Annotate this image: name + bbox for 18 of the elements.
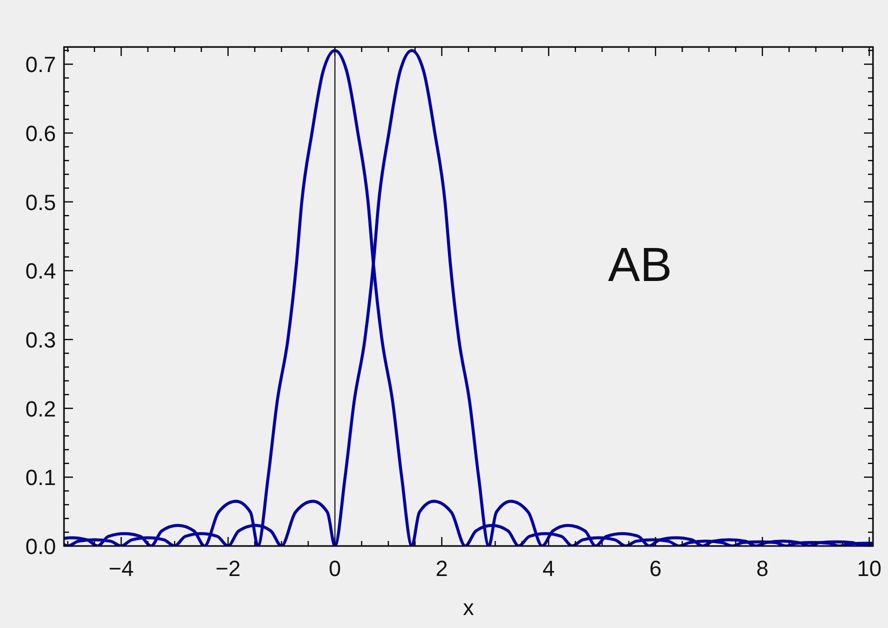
x-tick-label: 6: [649, 556, 662, 581]
y-tick-label: 0.5: [25, 190, 56, 215]
y-tick-label: 0.6: [25, 121, 56, 146]
x-tick-label: 2: [436, 556, 448, 581]
y-tick-label: 0.2: [25, 396, 56, 422]
annotation: AB: [608, 239, 672, 292]
x-tick-label: 8: [756, 556, 769, 581]
y-tick-label: 0.3: [25, 328, 56, 353]
y-tick-label: 0.0: [25, 534, 56, 559]
y-tick-label: 0.4: [25, 258, 56, 284]
x-axis-title: x: [463, 595, 474, 620]
x-tick-label: 0: [328, 556, 342, 581]
x-tick-label: 10: [857, 556, 882, 581]
y-tick-label: 0.1: [25, 465, 56, 490]
x-tick-label: −4: [108, 556, 134, 581]
y-tick-label: 0.7: [25, 52, 56, 78]
x-tick-label: 4: [542, 556, 555, 581]
x-tick-label: −2: [215, 556, 241, 581]
